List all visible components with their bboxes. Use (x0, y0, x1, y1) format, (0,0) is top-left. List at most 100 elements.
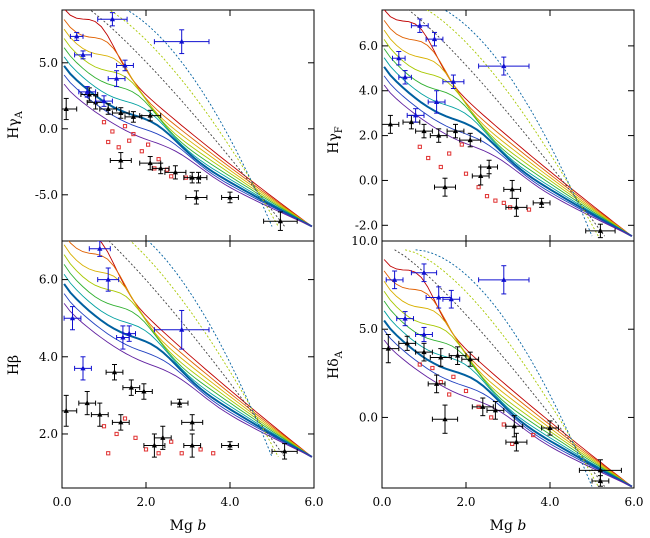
marker (492, 407, 498, 413)
red-point (451, 374, 456, 379)
marker (413, 112, 419, 118)
black-point (183, 433, 202, 458)
model-line (63, 254, 313, 458)
black-point (189, 171, 208, 184)
black-point (503, 179, 522, 199)
marker (452, 128, 459, 134)
blue-point (97, 12, 128, 27)
marker (101, 98, 107, 104)
y-axis-label: HγA (6, 110, 25, 139)
blue-point (78, 86, 97, 98)
y-tick-label: 0.0 (39, 122, 58, 136)
red-point (122, 124, 128, 129)
black-point (541, 420, 559, 436)
model-line (64, 10, 313, 227)
red-point (139, 149, 144, 154)
red-point (127, 138, 132, 143)
marker (105, 276, 111, 282)
y-axis-label: HγF (326, 126, 345, 154)
y-tick-label: 6.0 (39, 273, 58, 287)
model-grid (383, 249, 633, 488)
model-line (383, 75, 633, 237)
model-line (383, 310, 633, 487)
model-line (383, 290, 633, 487)
marker (122, 62, 128, 68)
black-point (415, 123, 433, 139)
red-point (438, 380, 443, 385)
red-point (131, 131, 136, 137)
red-point (531, 432, 536, 438)
marker (126, 330, 132, 336)
black-point (122, 379, 141, 396)
model-line (99, 241, 313, 458)
marker (158, 165, 164, 171)
red-point (116, 145, 121, 150)
blue-point (425, 286, 452, 309)
black-point (532, 197, 551, 208)
marker (97, 245, 103, 251)
model-line (63, 47, 313, 227)
y-tick-label: 0.0 (359, 410, 378, 424)
data-points (382, 263, 622, 487)
marker (450, 78, 456, 84)
marker (392, 276, 398, 282)
black-point (591, 475, 610, 487)
model-age-line (126, 10, 273, 227)
model-age-line (404, 249, 599, 487)
marker (105, 106, 111, 111)
marker (436, 294, 442, 300)
black-point (505, 432, 528, 452)
y-tick-label: 6.0 (359, 39, 378, 53)
black-point (151, 162, 170, 175)
model-line (63, 19, 313, 227)
model-line (383, 84, 633, 237)
red-point (114, 431, 119, 437)
black-point (461, 351, 480, 367)
marker (193, 194, 199, 200)
axis-ticks: 5.0 0.0 -5.0 (35, 10, 315, 241)
red-point (526, 207, 532, 212)
red-point (101, 424, 107, 429)
black-point (382, 334, 400, 364)
blue-point (478, 56, 530, 76)
black-point (185, 190, 208, 205)
red-point (501, 422, 506, 427)
marker (396, 55, 402, 61)
black-point (486, 401, 505, 420)
marker (147, 160, 153, 166)
model-line (383, 48, 633, 237)
marker (467, 356, 473, 362)
panel-hdelta-a: 0.0 2.0 4.0 6.0 10.0 5.0 0.0 HδA Mg b (326, 234, 644, 534)
model-line (68, 241, 313, 458)
model-line (383, 319, 633, 488)
red-point (493, 198, 498, 203)
blue-point (122, 325, 136, 342)
marker (501, 63, 507, 69)
black-point (221, 191, 239, 204)
marker (421, 349, 427, 355)
red-point (143, 447, 149, 452)
model-age-line (407, 10, 605, 237)
y-tick-label: 2.0 (39, 427, 58, 441)
model-age-line (443, 10, 593, 237)
blue-point (398, 70, 412, 85)
marker (438, 354, 444, 360)
marker (118, 419, 124, 425)
model-grid (63, 241, 313, 458)
y-tick-label: 4.0 (39, 350, 58, 364)
marker (69, 315, 76, 321)
marker (282, 448, 288, 454)
marker (421, 331, 427, 337)
red-point (211, 451, 216, 456)
red-point (447, 392, 452, 397)
panel-frame (381, 240, 635, 489)
marker (114, 75, 120, 81)
marker (402, 74, 408, 80)
y-tick-label: -5.0 (35, 188, 58, 202)
marker (513, 439, 519, 445)
black-point (446, 123, 465, 139)
axis-ticks: 6.0 4.0 2.0 0.0 -2.0 (355, 10, 635, 241)
red-point (447, 151, 452, 156)
y-tick-label: -2.0 (355, 218, 378, 232)
